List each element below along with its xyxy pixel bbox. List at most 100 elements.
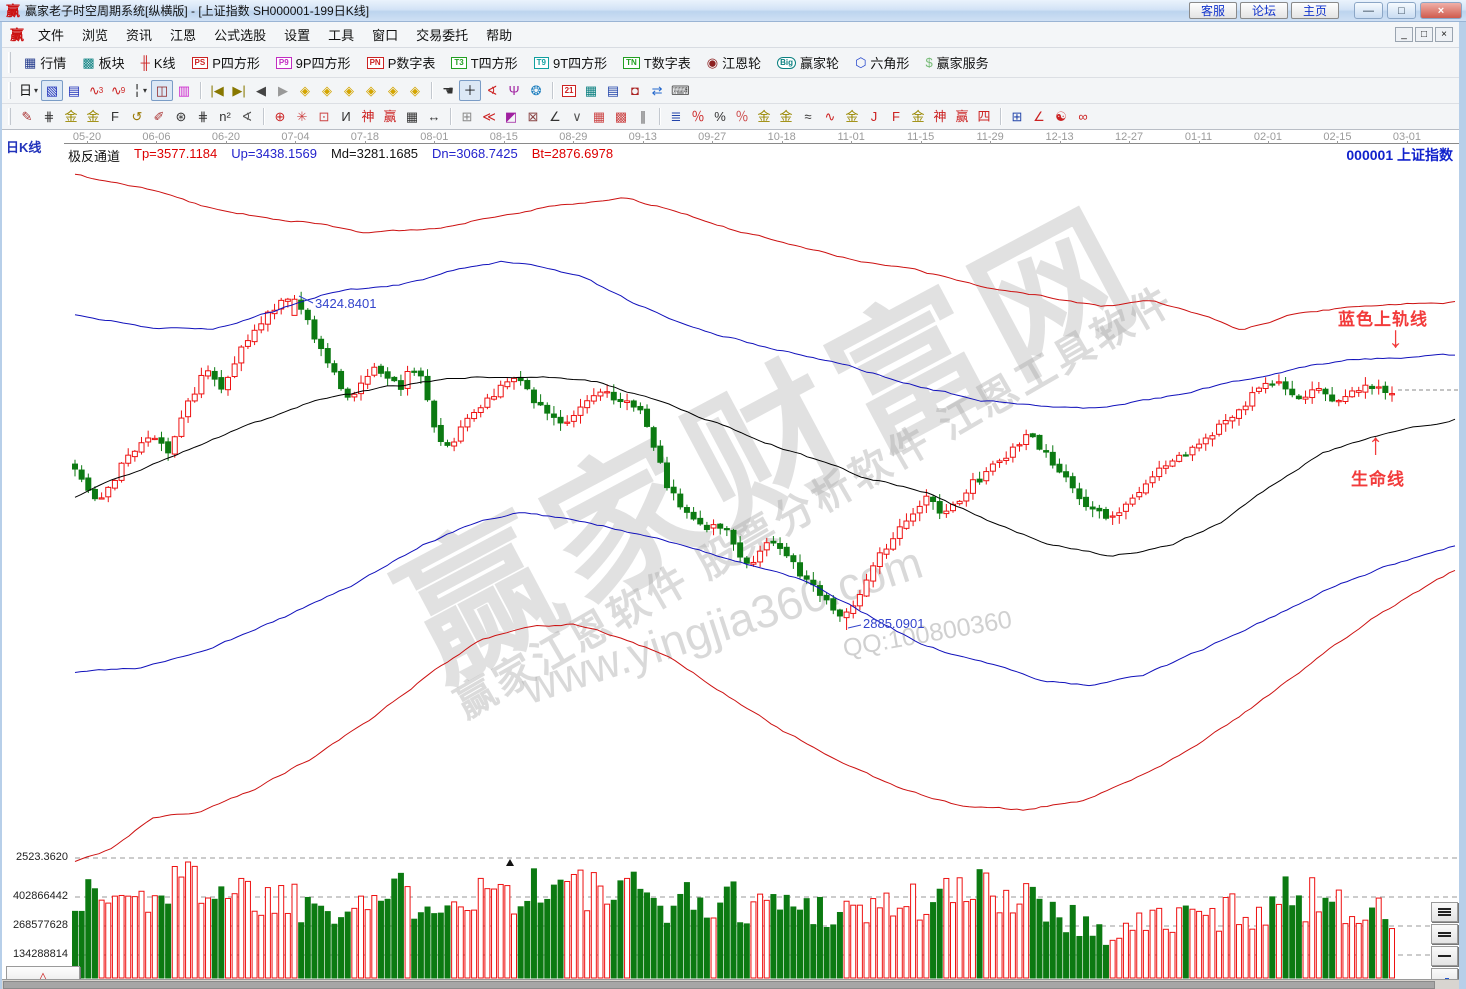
gann-box-target-button[interactable]: ⊡ bbox=[313, 106, 335, 127]
smart-analysis-button[interactable]: ❂ bbox=[525, 80, 547, 101]
gold-comb-1-button[interactable]: 金 bbox=[60, 106, 82, 127]
pan-hand-button[interactable]: ☚ bbox=[437, 80, 459, 101]
infinity-button[interactable]: ∞ bbox=[1072, 106, 1094, 127]
volume-profile-button[interactable]: ▥ bbox=[173, 80, 195, 101]
calendar-button[interactable]: 21 bbox=[558, 80, 580, 101]
last-bar-button[interactable]: ▶| bbox=[228, 80, 250, 101]
prev-bar-button[interactable]: ◀ bbox=[250, 80, 272, 101]
scrollbar-thumb[interactable] bbox=[3, 981, 1435, 989]
pct-retrace-button[interactable]: ％ bbox=[687, 106, 709, 127]
compress-bars-button[interactable]: ◈ bbox=[360, 80, 382, 101]
child-restore-button[interactable]: □ bbox=[1415, 27, 1433, 42]
f-angle-button[interactable]: F bbox=[885, 106, 907, 127]
customer-service-button[interactable]: 客服 bbox=[1189, 2, 1237, 19]
gann-compass-button[interactable]: ⊕ bbox=[269, 106, 291, 127]
zoom-kline-button[interactable]: ◫ bbox=[151, 80, 174, 101]
stock-info-button[interactable]: ▤ bbox=[63, 80, 85, 101]
menu-item-gann[interactable]: 江恩 bbox=[170, 28, 197, 43]
menu-item-trade-order[interactable]: 交易委托 bbox=[416, 28, 469, 43]
menu-item-file[interactable]: 文件 bbox=[38, 28, 65, 43]
shift-left-button[interactable]: ◈ bbox=[294, 80, 316, 101]
grid-highlight-button[interactable]: ⊞ bbox=[1006, 106, 1028, 127]
angle-line-button[interactable]: ∠ bbox=[544, 106, 566, 127]
forum-button[interactable]: 论坛 bbox=[1240, 2, 1288, 19]
brush-knife-button[interactable]: ✐ bbox=[148, 106, 170, 127]
scale-small-button[interactable] bbox=[1431, 946, 1458, 966]
gann-rose-button[interactable]: Ψ bbox=[503, 80, 525, 101]
chart-period-dropdown-button[interactable]: 日 ▾ bbox=[16, 80, 41, 101]
scale-medium-button[interactable] bbox=[1431, 924, 1458, 944]
percent-button[interactable]: % bbox=[709, 106, 731, 127]
j-angle-button[interactable]: J bbox=[863, 106, 885, 127]
close-button[interactable]: × bbox=[1420, 2, 1462, 19]
crosshair-button[interactable]: ＋ bbox=[459, 80, 482, 101]
fan-box-button[interactable]: ◩ bbox=[500, 106, 522, 127]
homepage-button[interactable]: 主页 bbox=[1291, 2, 1339, 19]
memo-button[interactable]: ▤ bbox=[602, 80, 624, 101]
maximize-button[interactable]: □ bbox=[1387, 2, 1416, 19]
horizontal-scrollbar[interactable] bbox=[2, 979, 1459, 989]
trend-mark-button[interactable]: И bbox=[335, 106, 357, 127]
kline-button[interactable]: ╫ K线 bbox=[133, 51, 184, 75]
win-angle-button[interactable]: 赢 bbox=[951, 106, 973, 127]
wave-9-button[interactable]: ∿ 9 bbox=[107, 80, 129, 101]
gold-line-button[interactable]: 金 bbox=[775, 106, 797, 127]
win-ruler-button[interactable]: 赢 bbox=[379, 106, 401, 127]
price-grid-button[interactable]: ▦ bbox=[401, 106, 423, 127]
chart-mini-button[interactable]: ∠ bbox=[1028, 106, 1050, 127]
wave-channel-button[interactable]: ∿ bbox=[819, 106, 841, 127]
minimize-button[interactable]: — bbox=[1354, 2, 1383, 19]
time-circle-button[interactable]: ⊛ bbox=[170, 106, 192, 127]
p-square-button[interactable]: PS P四方形 bbox=[184, 51, 268, 75]
menu-item-news[interactable]: 资讯 bbox=[126, 28, 153, 43]
quotes-button[interactable]: ▦ 行情 bbox=[16, 51, 74, 75]
gold-channel-button[interactable]: 金 bbox=[841, 106, 863, 127]
9p-square-button[interactable]: P9 9P四方形 bbox=[268, 51, 359, 75]
kline-canvas[interactable] bbox=[2, 130, 1459, 989]
speed-fan-button[interactable]: ≪ bbox=[478, 106, 500, 127]
grid-box-red-2-button[interactable]: ▩ bbox=[610, 106, 632, 127]
fibo-comb-button[interactable]: F bbox=[104, 106, 126, 127]
menu-item-tools[interactable]: 工具 bbox=[328, 28, 355, 43]
comb-2-button[interactable]: ⋕ bbox=[192, 106, 214, 127]
parallel-lines-button[interactable]: ∥ bbox=[632, 106, 654, 127]
bar-span-button[interactable]: ↔ bbox=[423, 106, 445, 127]
shift-right-button[interactable]: ◈ bbox=[316, 80, 338, 101]
menu-item-window[interactable]: 窗口 bbox=[372, 28, 399, 43]
hist-ladder-button[interactable]: ≣ bbox=[665, 106, 687, 127]
n-square-button[interactable]: n² bbox=[214, 106, 236, 127]
gann-wheel-button[interactable]: ◉ 江恩轮 bbox=[699, 51, 769, 75]
9t-square-button[interactable]: T9 9T四方形 bbox=[526, 51, 616, 75]
god-angle-button[interactable]: 神 bbox=[929, 106, 951, 127]
save-disk-button[interactable]: ◘ bbox=[624, 80, 646, 101]
winner-wheel-button[interactable]: Big 赢家轮 bbox=[769, 51, 847, 75]
first-bar-button[interactable]: |◀ bbox=[206, 80, 228, 101]
candle-style-dropdown-button[interactable]: ╎ ▾ bbox=[129, 80, 151, 101]
four-angle-button[interactable]: 四 bbox=[973, 106, 995, 127]
menu-item-formula-select[interactable]: 公式选股 bbox=[214, 28, 267, 43]
god-ruler-button[interactable]: 神 bbox=[357, 106, 379, 127]
v-line-button[interactable]: ∨ bbox=[566, 106, 588, 127]
percent-line-button[interactable]: ％ bbox=[731, 106, 753, 127]
gold-circle-button[interactable]: 金 bbox=[753, 106, 775, 127]
gold-comb-2-button[interactable]: 金 bbox=[82, 106, 104, 127]
next-bar-button[interactable]: ▶ bbox=[272, 80, 294, 101]
wave-3-button[interactable]: ∿ 3 bbox=[85, 80, 107, 101]
data-export-button[interactable]: ⇄ bbox=[646, 80, 668, 101]
sectors-button[interactable]: ▩ 板块 bbox=[74, 51, 132, 75]
menu-item-help[interactable]: 帮助 bbox=[486, 28, 513, 43]
ink-wave-button[interactable]: ≈ bbox=[797, 106, 819, 127]
scale-large-button[interactable] bbox=[1431, 902, 1458, 922]
taiji-button[interactable]: ☯ bbox=[1050, 106, 1072, 127]
t-number-table-button[interactable]: TN T数字表 bbox=[615, 51, 699, 75]
t-square-button[interactable]: T3 T四方形 bbox=[443, 51, 525, 75]
winner-service-button[interactable]: $ 赢家服务 bbox=[917, 51, 996, 75]
gold-angle-button[interactable]: 金 bbox=[907, 106, 929, 127]
child-close-button[interactable]: × bbox=[1435, 27, 1453, 42]
child-minimize-button[interactable]: _ bbox=[1395, 27, 1413, 42]
gann-star-button[interactable]: ✳ bbox=[291, 106, 313, 127]
zoom-out-bars-button[interactable]: ◈ bbox=[404, 80, 426, 101]
window-frame-button[interactable]: ⊞ bbox=[456, 106, 478, 127]
menu-item-browse[interactable]: 浏览 bbox=[82, 28, 109, 43]
overview-mode-button[interactable]: ▧ bbox=[41, 80, 64, 101]
